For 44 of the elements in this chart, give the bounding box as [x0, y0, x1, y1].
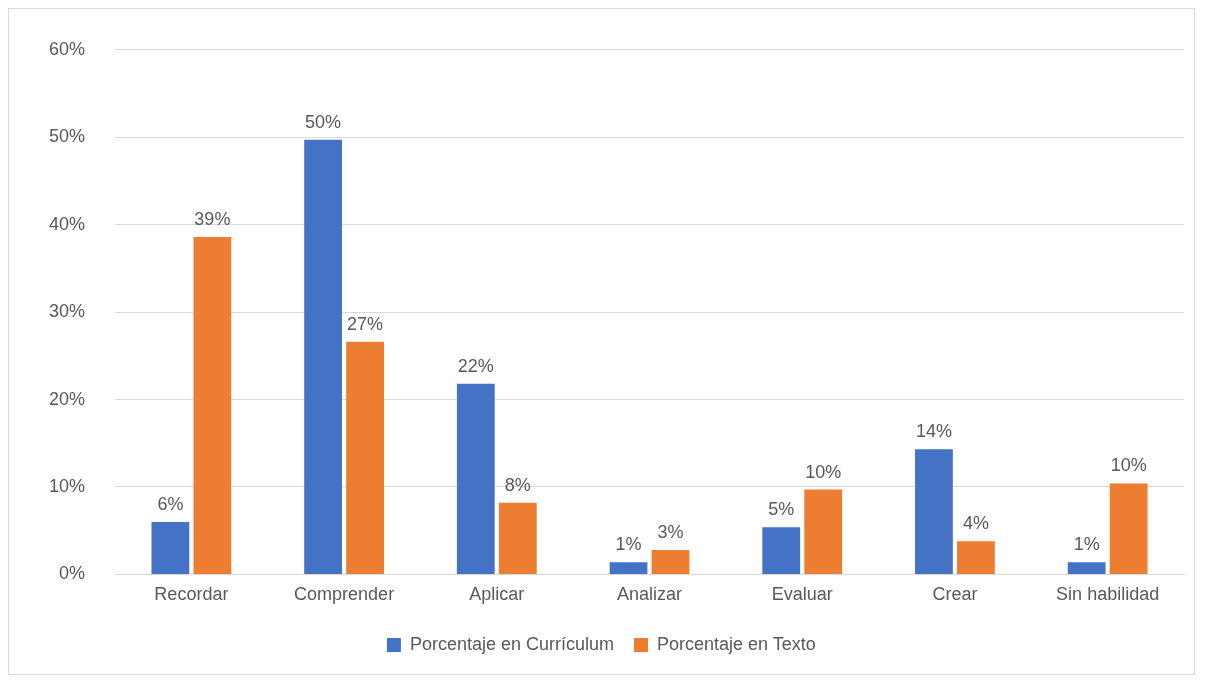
- bar: [193, 236, 232, 574]
- y-tick-label: 30%: [49, 301, 86, 322]
- data-label: 22%: [457, 355, 494, 376]
- y-tick-label: 40%: [49, 213, 86, 234]
- bar: [456, 383, 495, 574]
- data-label: 5%: [768, 499, 795, 520]
- x-tick-label: Sin habilidad: [1056, 584, 1160, 605]
- data-label: 14%: [915, 421, 952, 442]
- bar: [498, 502, 537, 574]
- bar: [915, 449, 953, 574]
- y-tick-label: 20%: [49, 388, 86, 409]
- bar: [762, 527, 801, 574]
- data-label: 27%: [347, 313, 384, 334]
- x-tick-label: Crear: [932, 584, 978, 605]
- data-label: 4%: [962, 513, 989, 534]
- data-label: 1%: [1073, 534, 1100, 555]
- x-tick-label: Comprender: [294, 584, 395, 605]
- bar: [804, 489, 843, 574]
- bar: [957, 541, 995, 574]
- bar: [1067, 562, 1106, 574]
- y-tick-label: 50%: [49, 126, 86, 147]
- data-label: 3%: [657, 521, 684, 542]
- bar: [346, 341, 384, 574]
- legend-label: Porcentaje en Texto: [657, 633, 816, 654]
- y-tick-label: 10%: [49, 475, 86, 496]
- data-label: 39%: [194, 208, 231, 229]
- x-tick-label: Evaluar: [771, 584, 833, 605]
- bar: [651, 549, 690, 574]
- y-tick-label: 0%: [59, 563, 86, 584]
- data-label: 10%: [1110, 455, 1147, 476]
- data-label: 8%: [504, 474, 531, 495]
- bar: [151, 521, 190, 574]
- data-label: 6%: [157, 493, 184, 514]
- data-label: 10%: [805, 461, 842, 482]
- y-tick-label: 60%: [49, 38, 86, 59]
- data-label: 50%: [305, 111, 342, 132]
- legend-label: Porcentaje en Currículum: [409, 633, 614, 654]
- x-tick-label: Analizar: [617, 584, 683, 605]
- data-label: 1%: [615, 534, 642, 555]
- bar: [609, 562, 648, 574]
- bar: [304, 139, 342, 574]
- x-tick-label: Aplicar: [469, 584, 525, 605]
- bar: [1109, 483, 1148, 574]
- x-tick-label: Recordar: [154, 584, 229, 605]
